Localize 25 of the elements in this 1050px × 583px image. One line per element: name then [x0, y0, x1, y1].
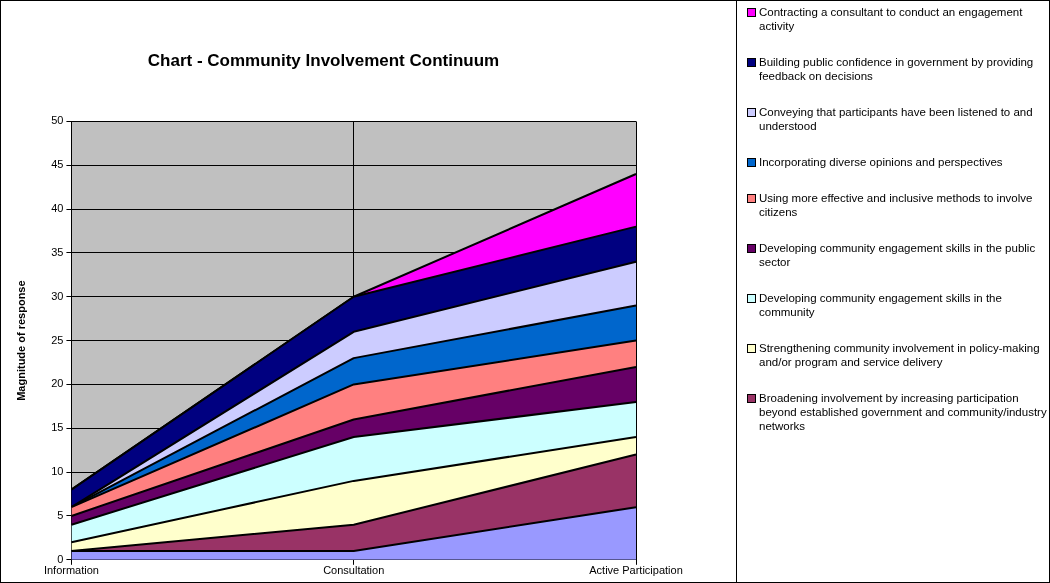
legend-label: Incorporating diverse opinions and perspectives — [759, 155, 1003, 169]
x-tick-label: Consultation — [323, 564, 385, 577]
legend-label: Broadening involvement by increasing participation beyond established government and community/industry networks — [759, 391, 1047, 433]
legend-label: Contracting a consultant to conduct an engagement activity — [759, 5, 1024, 33]
y-tick-label: 15 — [51, 421, 64, 434]
y-tick-label: 20 — [51, 377, 64, 390]
y-tick-label: 50 — [51, 114, 64, 127]
legend-label: Using more effective and inclusive methods to involve citizens — [759, 191, 1034, 219]
y-tick-label: 40 — [51, 202, 64, 215]
y-tick-label: 30 — [51, 289, 64, 302]
legend-label: Conveying that participants have been listened to and understood — [759, 105, 1034, 133]
chart-title: Chart - Community Involvement Continuum — [147, 50, 500, 70]
legend-label: Developing community engagement skills in the public sector — [759, 241, 1037, 269]
y-tick-label: 35 — [51, 245, 64, 258]
x-tick-label: Information — [43, 564, 99, 577]
y-tick-label: 45 — [51, 158, 64, 171]
y-tick-label: 0 — [57, 552, 64, 565]
y-axis-title: Magnitude of response — [14, 280, 27, 401]
x-tick-label: Active Participation — [589, 564, 683, 577]
y-tick-label: 25 — [51, 333, 64, 346]
legend-label: Strengthening community involvement in policy-making and/or program and service delivery — [759, 341, 1041, 369]
y-tick-label: 5 — [57, 508, 64, 521]
legend-label: Building public confidence in government by providing feedback on decisions — [759, 55, 1035, 83]
y-tick-label: 10 — [51, 465, 64, 478]
legend-label: Developing community engagement skills in the community — [759, 291, 1003, 319]
